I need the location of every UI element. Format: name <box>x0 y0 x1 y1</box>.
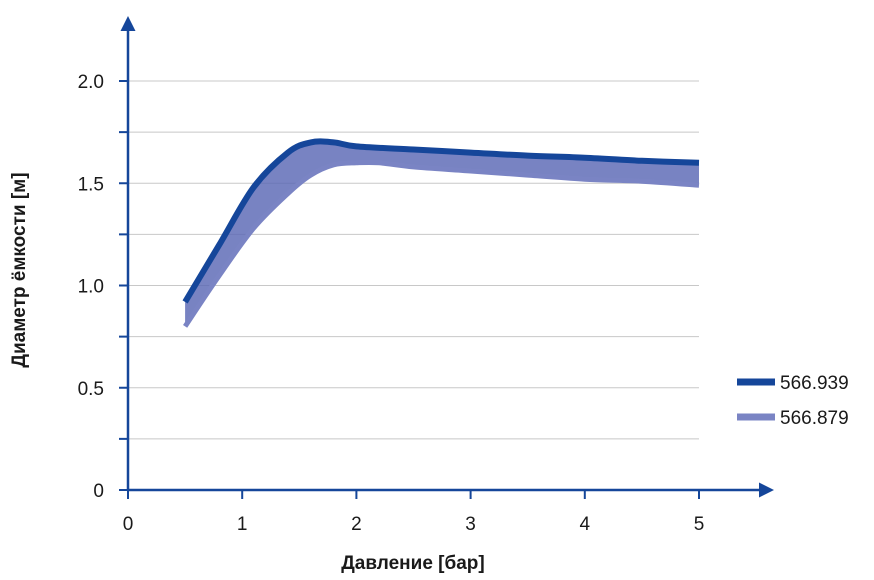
y-tick-label: 0 <box>93 481 104 502</box>
y-tick-label: 1.0 <box>78 277 104 298</box>
x-tick-label: 1 <box>237 514 248 535</box>
legend-label: 566.879 <box>780 408 849 429</box>
y-tick-label: 1.5 <box>78 174 104 195</box>
y-tick-label: 2.0 <box>78 72 104 93</box>
series-layer <box>182 138 700 328</box>
legend-label: 566.939 <box>780 373 849 394</box>
series-line-566.939 <box>182 138 700 304</box>
x-tick-label: 0 <box>123 514 134 535</box>
y-axis-title: Диаметр ёмкости [м] <box>9 172 30 367</box>
x-tick-label: 3 <box>465 514 476 535</box>
x-tick-label: 5 <box>694 514 705 535</box>
y-tick-label: 0.5 <box>78 379 104 400</box>
x-tick-label: 2 <box>351 514 362 535</box>
x-tick-label: 4 <box>580 514 591 535</box>
x-ticks: 0 1 2 3 4 5 <box>123 490 705 535</box>
x-axis-title: Давление [бар] <box>341 553 484 574</box>
axes <box>120 16 774 498</box>
y-ticks: 0 0.5 1.0 1.5 2.0 <box>78 72 128 502</box>
series-line-566.879 <box>183 159 700 328</box>
legend: 566.939 566.879 <box>737 373 849 429</box>
